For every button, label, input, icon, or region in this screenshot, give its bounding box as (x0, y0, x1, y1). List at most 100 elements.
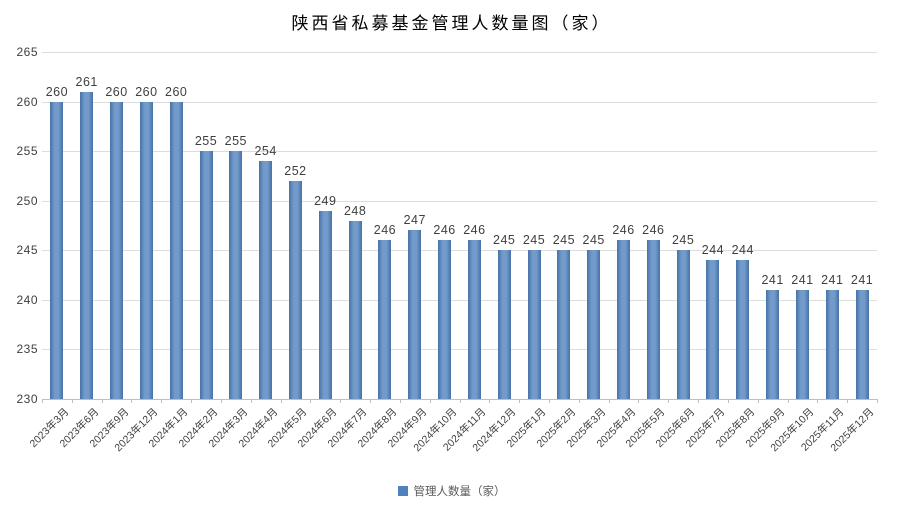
bar-value-label: 246 (373, 223, 397, 238)
bar (825, 289, 839, 399)
x-tick-mark (608, 399, 610, 403)
x-tick-mark (250, 399, 252, 403)
bar (676, 250, 690, 399)
gridline (42, 151, 877, 153)
x-tick-mark (787, 399, 789, 403)
x-tick-mark (71, 399, 73, 403)
bar-value-label: 245 (493, 233, 516, 248)
bar-value-label: 249 (314, 193, 337, 208)
bar (438, 240, 452, 399)
x-tick-mark (757, 399, 759, 403)
gridline (42, 299, 877, 301)
bar (646, 240, 660, 399)
bar (110, 101, 124, 399)
chart-title: 陕西省私募基金管理人数量图（家） (291, 14, 612, 34)
bar-value-label: 241 (791, 272, 814, 287)
x-tick-mark (817, 399, 819, 403)
legend-label: 管理人数量（家） (413, 486, 506, 498)
x-tick-mark (638, 399, 640, 403)
x-tick-mark (280, 399, 282, 403)
y-tick-label: 235 (16, 342, 38, 357)
gridline (42, 349, 877, 351)
y-tick-label: 255 (16, 144, 38, 159)
bar (706, 260, 720, 399)
bar (736, 260, 750, 399)
bar (378, 240, 392, 399)
bar (795, 289, 809, 399)
gridline (42, 101, 877, 103)
bar-value-label: 246 (642, 223, 665, 238)
bar-value-label: 245 (582, 233, 605, 248)
bar (229, 151, 243, 399)
bar-value-label: 246 (433, 223, 456, 238)
bar-value-label: 246 (463, 223, 486, 238)
bar-value-label: 255 (194, 134, 218, 149)
x-tick-mark (877, 399, 878, 403)
gridline (42, 250, 877, 252)
bar (527, 250, 541, 399)
bar-value-label: 245 (522, 233, 546, 248)
x-tick-mark (727, 399, 729, 403)
x-tick-mark (429, 399, 431, 403)
y-tick-label: 230 (16, 392, 38, 406)
bar-value-label: 241 (761, 272, 784, 287)
x-tick-mark (340, 399, 342, 403)
bar (50, 101, 64, 399)
bar (199, 151, 213, 399)
x-tick-mark (399, 399, 401, 403)
x-tick-mark (161, 399, 163, 403)
bar-value-label: 244 (701, 243, 725, 258)
x-tick-mark (220, 399, 222, 403)
bar-value-label: 244 (731, 243, 754, 258)
bar-value-label: 255 (224, 134, 247, 149)
bar-value-label: 260 (135, 84, 158, 99)
x-tick-mark (489, 399, 491, 403)
legend: 管理人数量（家） (0, 483, 903, 499)
x-tick-mark (698, 399, 700, 403)
bar (139, 101, 153, 399)
bar-value-label: 248 (343, 203, 367, 218)
bar-value-label: 260 (105, 84, 128, 99)
x-tick-mark (310, 399, 312, 403)
bar (318, 210, 332, 399)
y-tick-label: 245 (16, 243, 38, 258)
bar-value-label: 245 (552, 233, 576, 248)
bar-value-label: 261 (75, 74, 98, 89)
x-tick-mark (131, 399, 133, 403)
bar-value-label: 260 (165, 84, 188, 99)
bar-value-label: 254 (254, 144, 277, 159)
x-tick-mark (42, 399, 43, 403)
bar-value-label: 241 (821, 272, 844, 287)
x-tick-mark (548, 399, 550, 403)
bar (467, 240, 481, 399)
y-tick-label: 260 (16, 94, 38, 109)
x-tick-mark (370, 399, 372, 403)
y-tick-label: 250 (16, 193, 38, 208)
bar (348, 220, 362, 399)
bar (259, 161, 273, 399)
x-tick-mark (668, 399, 670, 403)
x-tick-mark (578, 399, 580, 403)
x-tick-mark (519, 399, 521, 403)
plot-area: 260 261 260 260 260 255 255 254 252 249 248 246 247 2… (42, 52, 878, 403)
legend-marker-icon (397, 486, 408, 496)
bar-value-label: 247 (403, 213, 426, 228)
bar (408, 230, 422, 399)
bar (855, 289, 869, 399)
gridline (42, 200, 877, 202)
bar (288, 180, 302, 399)
bar (557, 250, 571, 399)
x-tick-mark (459, 399, 461, 403)
bar-value-label: 241 (850, 272, 874, 287)
bar (497, 250, 511, 399)
bar (169, 101, 183, 399)
bar-value-label: 260 (45, 84, 69, 99)
bar-value-label: 245 (671, 233, 695, 248)
y-tick-label: 265 (16, 45, 38, 59)
bar (766, 289, 780, 399)
bar-value-label: 252 (284, 163, 307, 178)
bar (587, 250, 601, 399)
x-tick-mark (847, 399, 849, 403)
y-tick-label: 240 (16, 292, 38, 307)
